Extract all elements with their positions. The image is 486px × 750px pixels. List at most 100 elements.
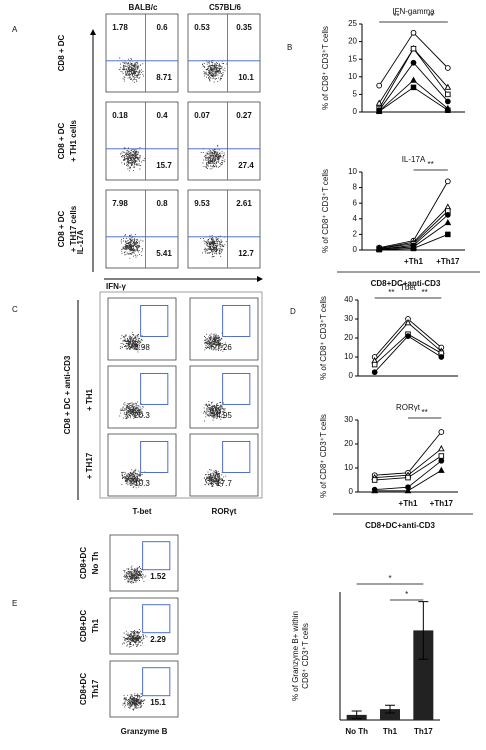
gate-box <box>140 372 169 405</box>
event-dots <box>200 235 227 258</box>
x-tick-label: +Th1 <box>404 257 423 266</box>
row-label: CD8+DC <box>79 547 88 579</box>
panel-letter: E <box>12 599 17 608</box>
quadrant-value: 10.1 <box>238 73 254 82</box>
gate-value: 4.95 <box>216 411 232 420</box>
y-tick-label: 6 <box>353 198 358 207</box>
point <box>410 84 417 91</box>
axis-label: IL-17A <box>76 230 85 255</box>
quadrant-value: 0.8 <box>156 199 168 208</box>
flow-plot-frame <box>107 297 177 361</box>
point <box>371 361 378 368</box>
row-label: + TH17 cells <box>69 205 78 252</box>
significance-label: ** <box>428 160 434 169</box>
flow-plot-frame <box>105 189 179 269</box>
point <box>444 178 451 185</box>
y-tick-label: 30 <box>344 415 353 424</box>
chart-title: IL-17A <box>402 155 426 164</box>
quadrant-value: 0.27 <box>236 111 252 120</box>
x-tick-label: +Th17 <box>436 257 460 266</box>
gate-value: 1.52 <box>150 572 166 581</box>
row-label: CD8 + DC <box>57 210 66 247</box>
event-dots <box>118 57 144 83</box>
row-label: CD8 + DC <box>57 34 66 71</box>
y-tick-label: 0 <box>353 107 358 116</box>
row-label: + TH17 <box>85 452 94 479</box>
row-label: Th1 <box>91 618 100 633</box>
point <box>438 354 445 360</box>
gate-box <box>142 667 171 697</box>
y-tick-label: 0 <box>353 245 358 254</box>
row-label: No Th <box>91 552 100 575</box>
quadrant-value: 1.78 <box>112 23 128 32</box>
flow-plot-frame <box>189 433 259 497</box>
row-label: CD8 + DC <box>57 122 66 159</box>
panel-letter: A <box>12 25 18 34</box>
flow-plot-frame <box>187 13 261 93</box>
x-tick-label: +Th1 <box>399 499 418 508</box>
gate-value: 15.1 <box>150 698 166 707</box>
x-axis-label: CD8+DC+anti-CD3 <box>365 521 435 530</box>
panel-letter: B <box>287 43 292 52</box>
axis-label: IFN-γ <box>106 282 127 291</box>
quadrant-value: 2.61 <box>236 199 252 208</box>
series-line <box>379 181 449 249</box>
point <box>444 218 452 226</box>
y-tick-label: 20 <box>344 333 353 342</box>
point <box>376 82 383 89</box>
y-tick-label: 20 <box>344 439 353 448</box>
significance-label: ** <box>393 12 399 21</box>
chart-title: Tbet <box>400 283 417 292</box>
flow-plot-frame <box>105 101 179 181</box>
chart-title: RORγt <box>396 403 421 412</box>
flow-plot-frame <box>105 13 179 93</box>
y-axis-label: % of CD8⁺ CD3⁺T cells <box>321 26 330 110</box>
gate-value: 8.98 <box>134 343 150 352</box>
bar <box>413 630 434 720</box>
y-tick-label: 10 <box>348 72 357 81</box>
event-dots <box>202 60 228 83</box>
quadrant-value: 12.7 <box>238 249 254 258</box>
point <box>371 487 379 494</box>
event-dots <box>119 331 144 353</box>
flow-plot-frame <box>109 660 179 718</box>
quadrant-value: 9.53 <box>194 199 210 208</box>
point <box>410 29 417 36</box>
quadrant-value: 8.71 <box>156 73 172 82</box>
panel-frame <box>99 291 263 499</box>
y-tick-label: 2 <box>353 230 358 239</box>
quadrant-value: 5.41 <box>156 249 172 258</box>
y-tick-label: 5 <box>353 90 358 99</box>
y-axis-label: CD8⁺ CD3⁺T cells <box>301 623 310 689</box>
column-header: BALB/c <box>129 3 158 12</box>
y-tick-label: 40 <box>344 295 353 304</box>
y-tick-label: 0 <box>349 371 354 380</box>
x-tick-label: No Th <box>345 727 368 736</box>
event-dots <box>119 401 144 420</box>
event-dots <box>121 468 146 489</box>
y-tick-label: 30 <box>344 314 353 323</box>
point <box>445 107 451 113</box>
point <box>438 453 445 459</box>
point <box>444 98 451 105</box>
point <box>404 487 412 494</box>
panel-letter: D <box>290 307 296 316</box>
row-label: Th17 <box>91 679 100 698</box>
significance-label: * <box>405 590 408 599</box>
row-group-label: CD8 + DC + anti-CD3 <box>63 355 72 434</box>
flow-plot-frame <box>109 597 179 655</box>
column-header: C57BL/6 <box>209 3 242 12</box>
y-axis-label: % of CD8⁺ CD3⁺T cells <box>319 296 328 380</box>
point <box>438 457 445 464</box>
y-tick-label: 15 <box>348 54 357 63</box>
point <box>445 91 451 98</box>
chart-title: IFN-gamma <box>392 7 435 16</box>
gate-value: 17.7 <box>216 479 232 488</box>
point <box>437 466 445 473</box>
y-axis-label: % of Granzyme B+ within <box>291 611 300 701</box>
y-tick-label: 25 <box>348 19 357 28</box>
error-bar <box>418 601 429 660</box>
x-tick-label: Th1 <box>383 727 398 736</box>
error-bar <box>351 710 362 720</box>
